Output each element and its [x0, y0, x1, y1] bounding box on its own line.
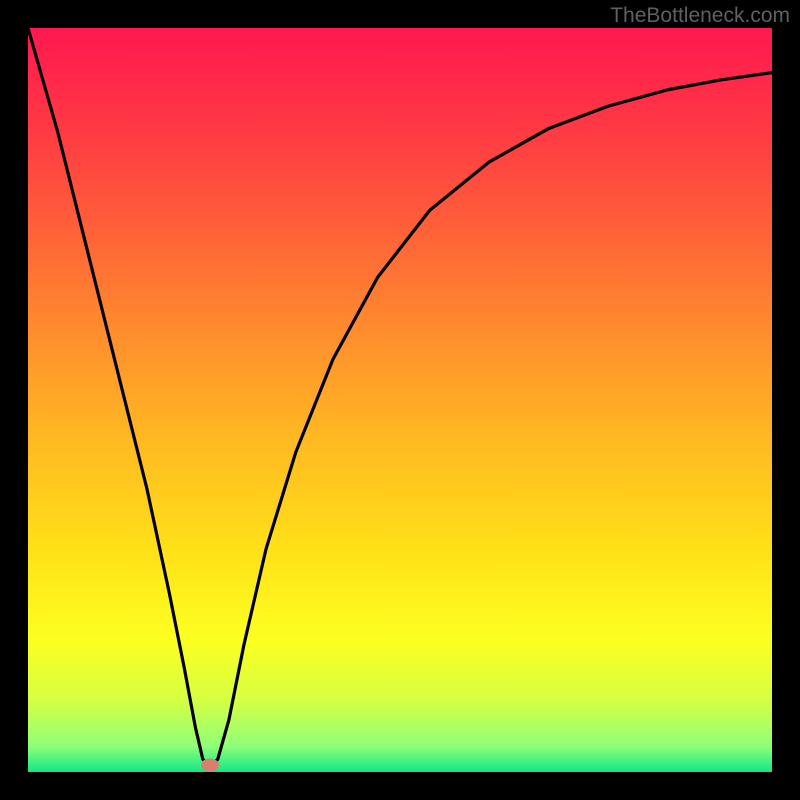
- watermark-text: TheBottleneck.com: [610, 4, 790, 28]
- plot-area: [28, 28, 772, 772]
- minimum-marker: [201, 759, 219, 772]
- curve-line: [28, 28, 772, 772]
- chart-container: TheBottleneck.com: [0, 0, 800, 800]
